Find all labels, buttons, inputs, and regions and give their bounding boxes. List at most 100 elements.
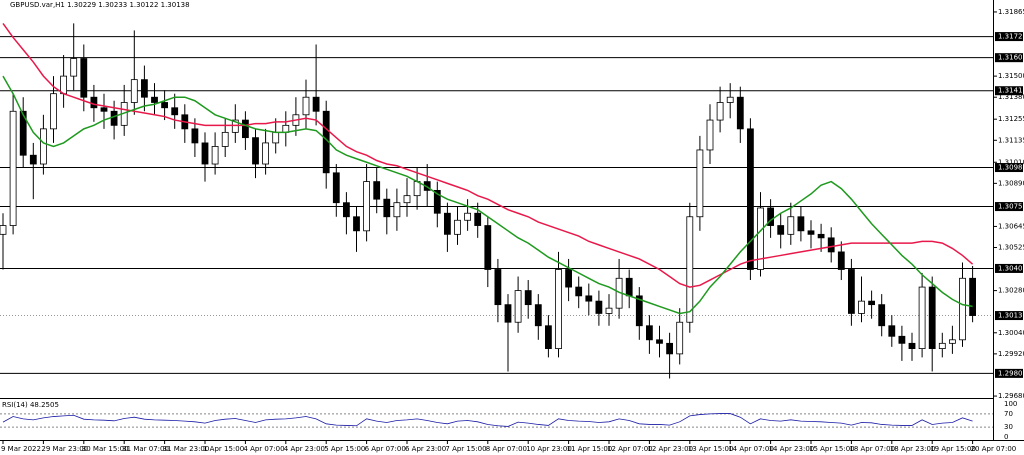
candle-body (474, 212, 482, 226)
x-tick-label: 14 Apr 07:00 (728, 445, 774, 453)
candle-body (403, 195, 411, 204)
level-label-box (995, 163, 1023, 173)
rsi-tick-label: 0 (1004, 433, 1008, 441)
candle-body (29, 154, 37, 165)
y-tick-label: 1.31500 (998, 72, 1024, 80)
x-tick-label: 30 Mar 15:00 (82, 445, 129, 453)
candle-body (50, 93, 57, 130)
level-label: 1.30406 (998, 264, 1024, 272)
y-tick-label: 1.31380 (998, 93, 1024, 101)
chart-title: GBPUSD.var,H1 1.30229 1.30233 1.30122 1.… (10, 1, 190, 9)
candle-body (393, 202, 401, 218)
candle-body (676, 321, 684, 355)
y-tick-label: 1.31010 (998, 158, 1024, 166)
candle-body (807, 230, 815, 235)
candle-body (0, 225, 7, 235)
x-tick-label: 19 Apr 15:00 (930, 445, 976, 453)
level-label: 1.30758 (998, 203, 1024, 211)
candle-body (949, 339, 956, 344)
level-label-box (995, 202, 1023, 212)
candle-body (585, 295, 593, 302)
rsi-title: RSI(14) 48.2505 (2, 401, 59, 409)
x-tick-label: 4 Apr 23:00 (284, 445, 325, 453)
candle-body (302, 96, 310, 116)
x-tick-label: 6 Apr 23:00 (405, 445, 446, 453)
rsi-tick-label: 30 (1004, 423, 1013, 431)
candle-body (130, 79, 138, 103)
x-tick-label: 31 Mar 07:00 (122, 445, 169, 453)
x-tick-label: 9 Mar 2022 (1, 445, 41, 453)
candle-body (524, 290, 532, 306)
candle-body (433, 189, 441, 214)
candle-body (868, 300, 875, 306)
y-tick-label: 1.30040 (998, 329, 1024, 337)
candle-body (191, 128, 199, 144)
candle-body (151, 96, 158, 103)
rsi-tick-label: 100 (1004, 400, 1017, 408)
candle-body (332, 172, 340, 204)
y-tick-label: 1.31865 (998, 8, 1024, 16)
candle-body (959, 277, 966, 341)
level-label: 1.31725 (998, 33, 1024, 41)
candle-body (716, 102, 724, 121)
candle-body (413, 181, 421, 197)
candle-body (848, 269, 855, 314)
candle-body (545, 325, 552, 350)
x-tick-label: 6 Apr 07:00 (365, 445, 406, 453)
candle-body (80, 58, 88, 98)
candle-body (443, 212, 451, 235)
y-tick-label: 1.31135 (998, 136, 1024, 144)
level-label-box (995, 86, 1023, 96)
candle-body (201, 142, 209, 165)
candle-body (898, 335, 906, 344)
moving-average (2, 75, 973, 315)
x-tick-label: 12 Apr 23:00 (647, 445, 693, 453)
x-tick-label: 14 Apr 23:00 (769, 445, 815, 453)
level-label: 1.30980 (998, 164, 1024, 172)
candle-body (262, 142, 270, 165)
candle-body (464, 212, 472, 221)
candle-body (565, 269, 572, 288)
y-tick-label: 1.29920 (998, 350, 1024, 358)
candle-body (40, 128, 47, 165)
candle-body (777, 225, 785, 235)
candle-body (140, 79, 148, 98)
x-tick-label: 31 Mar 23:00 (163, 445, 210, 453)
level-label: 1.31417 (998, 87, 1024, 95)
rsi-tick-label: 70 (1004, 410, 1013, 418)
candle-body (797, 216, 805, 232)
candle-body (252, 137, 259, 165)
x-tick-label: 8 Apr 07:00 (486, 445, 527, 453)
level-label-box (995, 368, 1023, 378)
x-tick-label: 15 Apr 15:00 (809, 445, 855, 453)
x-tick-label: 18 Apr 07:00 (849, 445, 895, 453)
candle-body (161, 102, 169, 109)
level-label: 1.31605 (998, 54, 1024, 62)
candle-body (70, 58, 78, 77)
candle-body (484, 225, 492, 270)
level-label-box (995, 53, 1023, 63)
x-tick-label: 4 Apr 07:00 (243, 445, 284, 453)
current-price-box (995, 311, 1023, 321)
candle-body (342, 202, 350, 218)
candle-body (595, 300, 603, 314)
candle-body (736, 96, 744, 130)
candle-body (827, 237, 835, 253)
candle-body (858, 300, 865, 314)
x-tick-label: 1 Apr 15:00 (203, 445, 244, 453)
y-tick-label: 1.30280 (998, 287, 1024, 295)
candle-body (656, 339, 663, 344)
candle-body (918, 286, 926, 350)
candle-body (100, 107, 108, 112)
candle-body (353, 216, 360, 232)
candle-body (90, 96, 98, 109)
candle-body (241, 119, 249, 139)
y-tick-label: 1.30890 (998, 179, 1024, 187)
candle-body (221, 131, 229, 147)
candle-body (726, 96, 734, 103)
candle-body (494, 269, 502, 306)
level-label-box (995, 32, 1023, 42)
level-label-box (995, 263, 1023, 273)
